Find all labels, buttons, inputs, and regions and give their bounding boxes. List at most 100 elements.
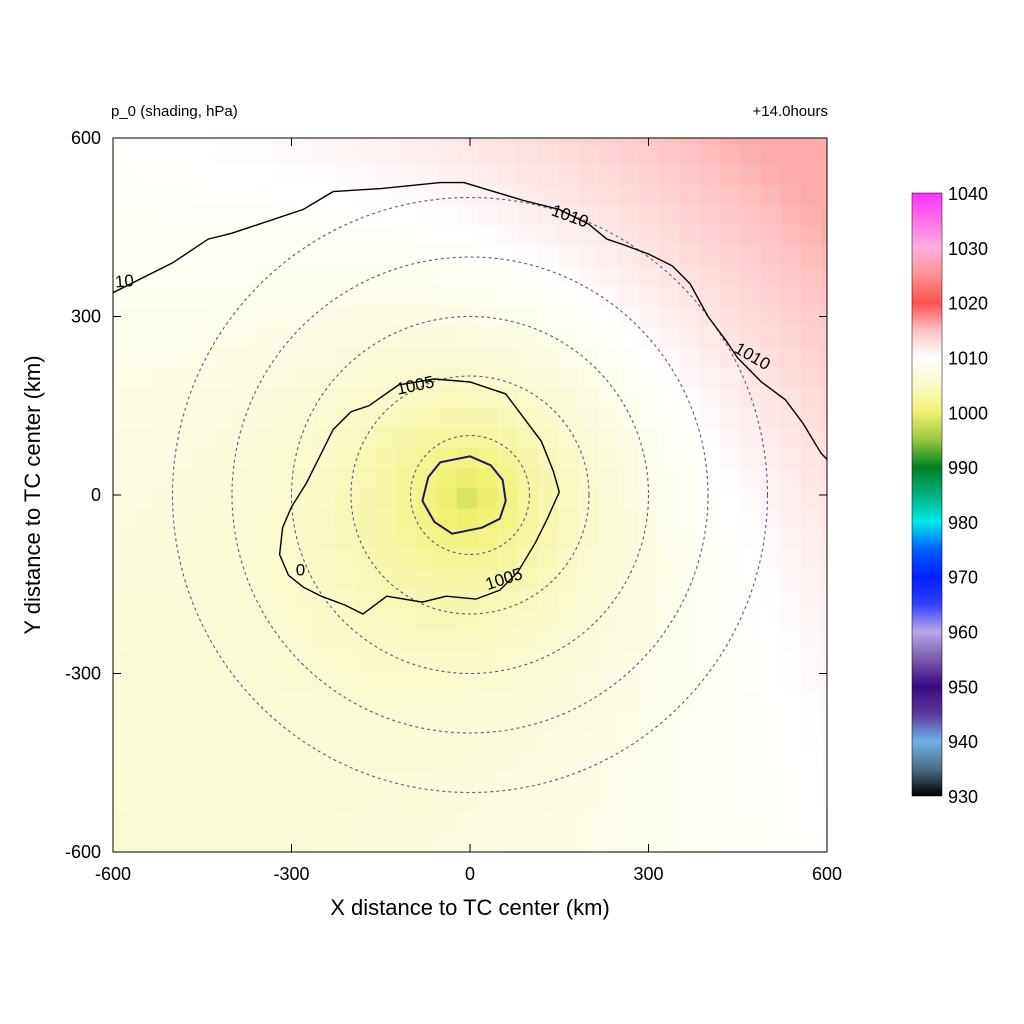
shading-cell (274, 589, 296, 610)
shading-cell (537, 427, 559, 448)
shading-cell (113, 589, 134, 610)
shading-cell (800, 609, 822, 631)
shading-cell (719, 811, 741, 833)
shading-cell (355, 669, 377, 691)
shading-cell (133, 750, 155, 772)
shading-cell (517, 528, 539, 550)
shading-cell (335, 285, 357, 307)
shading-cell (214, 629, 235, 651)
shading-cell (133, 669, 155, 691)
y-tick-label: -600 (65, 842, 101, 862)
shading-cell (598, 669, 620, 691)
shading-cell (234, 184, 256, 206)
shading-cell (719, 548, 741, 570)
shading-cell (456, 669, 478, 691)
shading-cell (537, 265, 559, 287)
shading-cell (214, 730, 235, 752)
shading-cell (638, 386, 660, 408)
shading-cell (355, 528, 377, 550)
shading-cell (679, 649, 701, 671)
shading-cell (416, 791, 438, 813)
shading-cell (173, 143, 195, 165)
shading-cell (638, 366, 660, 388)
shading-cell (153, 568, 175, 590)
y-tick-label: -300 (65, 664, 101, 684)
shading-cell (436, 164, 458, 186)
shading-cell (214, 811, 235, 833)
shading-cell (456, 528, 478, 550)
shading-cell (355, 265, 377, 287)
shading-cell (113, 427, 134, 448)
shading-cell (234, 771, 256, 792)
shading-cell (234, 609, 256, 631)
shading-cell (214, 285, 235, 307)
shading-cell (638, 589, 660, 610)
shading-cell (821, 548, 827, 570)
shading-cell (456, 508, 478, 529)
shading-cell (618, 204, 640, 226)
shading-cell (477, 224, 498, 246)
shading-cell (598, 164, 620, 186)
shading-cell (193, 326, 215, 347)
shading-cell (274, 447, 296, 469)
shading-cell (800, 143, 822, 165)
contour-1010 (113, 181, 827, 460)
shading-cell (173, 589, 195, 610)
shading-cell (699, 589, 721, 610)
shading-cell (274, 649, 296, 671)
shading-cell (659, 285, 681, 307)
shading-cell (740, 224, 761, 246)
shading-cell (679, 164, 701, 186)
distance-ring (290, 315, 650, 675)
colorbar-tick-label: 940 (948, 732, 978, 752)
chart-title-right: +14.0hours (752, 103, 828, 120)
shading-cell (477, 508, 498, 529)
shading-cell (274, 265, 296, 287)
shading-cell (517, 629, 539, 651)
shading-cell (821, 406, 827, 428)
shading-cell (719, 487, 741, 509)
shading-cell (173, 811, 195, 833)
shading-cell (800, 791, 822, 813)
shading-cell (375, 811, 397, 833)
shading-cell (659, 710, 681, 732)
shading-cell (153, 386, 175, 408)
shading-cell (335, 649, 357, 671)
shading-cell (436, 447, 458, 469)
shading-cell (133, 184, 155, 206)
shading-cell (679, 326, 701, 347)
shading-cell (780, 649, 802, 671)
shading-cell (598, 710, 620, 732)
shading-cell (780, 528, 802, 550)
shading-cell (578, 447, 600, 469)
shading-cell (355, 568, 377, 590)
shading-cell (760, 771, 782, 792)
shading-cell (497, 669, 519, 691)
shading-cell (335, 305, 357, 327)
shading-cell (598, 750, 620, 772)
distance-ring (409, 434, 531, 556)
shading-cell (416, 528, 438, 550)
shading-cell (558, 164, 579, 186)
shading-cell (821, 649, 827, 671)
shading-cell (760, 406, 782, 428)
shading-cell (740, 508, 761, 529)
shading-cell (760, 386, 782, 408)
shading-cell (477, 710, 498, 732)
shading-cell (456, 265, 478, 287)
shading-cell (456, 366, 478, 388)
shading-cell (153, 184, 175, 206)
shading-cell (497, 366, 519, 388)
x-tick-label: -300 (273, 864, 309, 884)
shading-cell (173, 548, 195, 570)
shading-cell (679, 366, 701, 388)
shading-cell (477, 184, 498, 206)
shading-cell (335, 730, 357, 752)
shading-cell (396, 346, 418, 368)
shading-cell (517, 285, 539, 307)
shading-cell (699, 710, 721, 732)
shading-cell (679, 589, 701, 610)
distance-ring (171, 196, 769, 794)
shading-cell (760, 285, 782, 307)
shading-cell (477, 690, 498, 711)
